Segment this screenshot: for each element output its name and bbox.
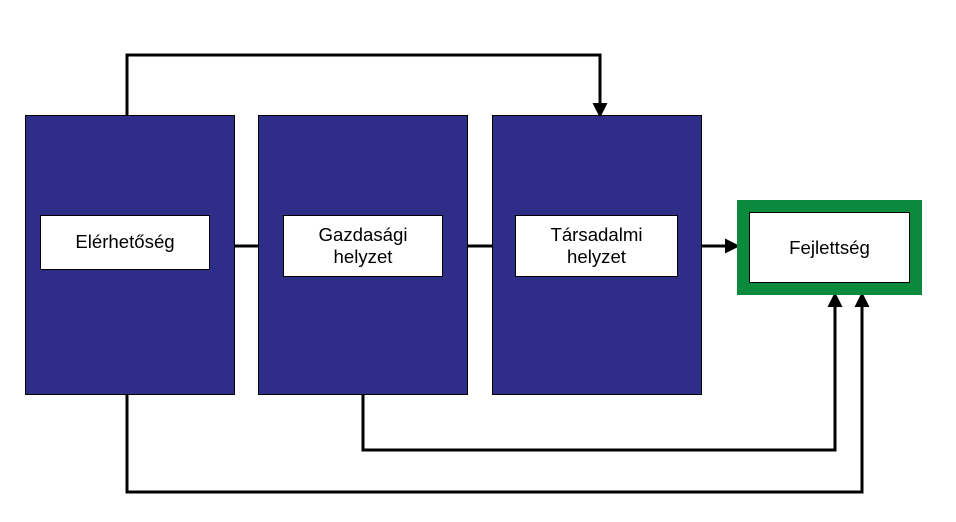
- node-box3-label-box: Társadalmihelyzet: [515, 215, 678, 277]
- edge-e4: [127, 55, 600, 115]
- flowchart-diagram: Elérhetőség Gazdaságihelyzet Társadalmihel…: [0, 0, 956, 522]
- node-box4-label: Fejlettség: [789, 237, 870, 259]
- node-box1-label-box: Elérhetőség: [40, 215, 210, 270]
- node-box4-inner: Fejlettség: [749, 212, 910, 283]
- node-box4: Fejlettség: [737, 200, 922, 295]
- node-box2-label-box: Gazdaságihelyzet: [283, 215, 443, 277]
